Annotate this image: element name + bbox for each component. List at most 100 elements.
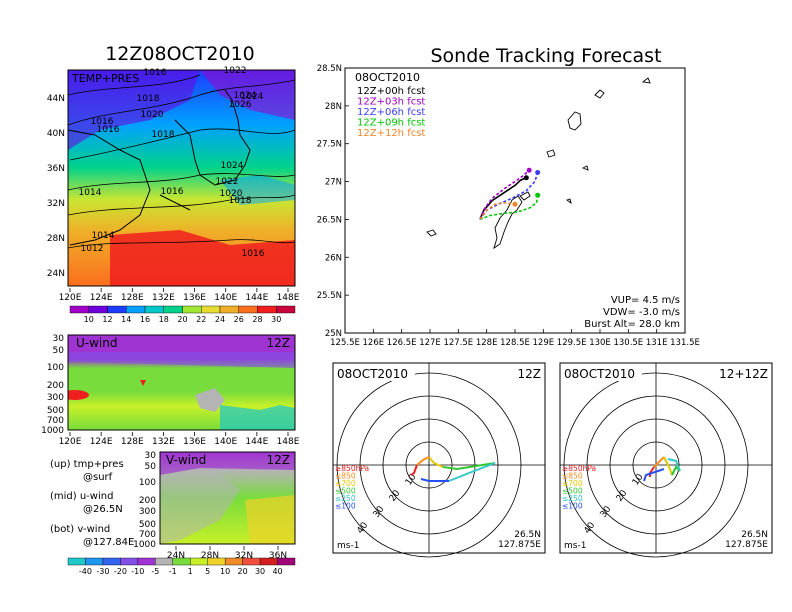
param-burst: Burst Alt= 28.0 km [584,319,680,330]
x-tick-label: 124E [90,293,113,303]
colorbar-label: 20 [238,567,248,576]
colorbar-label: 40 [272,567,282,576]
note-up-sub: @surf [83,472,113,483]
x-tick-label: 127.5E [443,338,473,348]
x-tick-label: 128E [476,338,498,348]
track-line [479,201,516,220]
y-tick-label: 300 [139,507,156,517]
pressure-legend-entry: ≤100 [335,502,356,511]
isobar-label: 1016 [242,249,265,259]
y-tick-label: 30 [53,334,65,344]
y-tick-label: 1000 [41,426,64,436]
colorbar-label: 5 [205,567,210,576]
hodograph-lat: 26.5N [514,530,541,540]
track-endpoint [526,167,532,173]
legend-entry: 12Z+03h fcst [357,97,425,108]
colorbar-label: 20 [177,315,187,324]
y-tick-label: 50 [53,346,65,356]
temperature-colorbar: 10 12 14 16 18 20 22 24 26 28 30 [69,305,296,324]
y-tick-label: 500 [139,520,156,530]
x-tick-label: 24N [167,551,185,561]
colorbar-swatch [85,557,104,566]
colorbar-swatch [259,557,278,566]
hodograph-ring [382,418,476,512]
uwind-x-ticks: 120E 124E 128E 132E 136E 140E 144E 148E [59,432,300,447]
wind-colorbar: -40 -30 -20 -10 -5 -1 1 5 10 20 30 40 [67,557,296,576]
isobar-label: 1018 [229,196,252,206]
hodograph-ring [586,395,726,535]
pressure-legend-entry: ≤850 [562,472,583,481]
y-tick-label: 300 [47,393,64,403]
surface-fill-details [68,70,295,286]
panel-notes: (up) tmp+pres @surf (mid) u-wind @26.5N … [50,459,134,548]
isobar-label: 1022 [224,66,247,76]
colorbar-label: 1 [188,567,193,576]
hodograph-trace [667,458,681,472]
pressure-legend-entry: ≤500 [562,487,583,496]
isobar-label: 1014 [92,231,115,241]
x-tick-label: 127E [419,338,441,348]
colorbar-label: -1 [169,567,177,576]
y-tick-label: 700 [139,530,156,540]
track-endpoint [535,192,541,198]
track-endpoint [523,175,529,181]
hodograph-lon: 127.875E [498,540,541,550]
x-tick-label: 128.5E [500,338,530,348]
x-tick-label: 36N [269,551,287,561]
x-tick-label: 129.5E [557,338,587,348]
pressure-legend-entry: ≤500 [335,487,356,496]
x-tick-label: 126E [363,338,385,348]
x-tick-label: 32N [235,551,253,561]
y-tick-label: 26N [325,253,342,263]
param-vup: VUP= 4.5 m/s [611,295,680,306]
y-tick-label: 27N [325,178,342,188]
colorbar-swatch [126,305,146,314]
y-tick-label: 40N [47,129,65,139]
y-tick-label: 1000 [133,540,156,550]
x-tick-label: 132E [152,293,175,303]
x-tick-label: 136E [183,437,206,447]
colorbar-label: 30 [255,567,265,576]
y-tick-label: 200 [139,496,156,506]
isobar-label: 1014 [79,188,102,198]
tracking-frame [344,67,686,334]
isobar-label: 1024 [221,161,244,171]
pressure-legend-entry: ≤850 [335,472,356,481]
pressure-legend-entry: ≤250 [562,494,583,503]
colorbar-label: 10 [84,315,94,324]
isobar-labels: 1016 1022 1018 1026 1024 1020 1018 1016 … [79,66,265,259]
y-tick-label: 25N [325,329,342,339]
surface-panel: 12Z08OCT2010 TEMP+PRES 1016 1022 1018 10… [47,43,300,324]
x-tick-label: 144E [245,437,268,447]
vwind-fill-details [160,452,295,544]
track-endpoint [535,169,541,175]
hodograph-lat: 26.5N [741,530,768,540]
isobar-label: 1024 [241,92,264,102]
track-line [479,169,530,220]
y-tick-label: 30 [145,451,157,461]
colorbar-label: 14 [121,315,131,324]
colorbar-label: 30 [271,315,281,324]
colorbar-swatch [67,557,86,566]
colorbar-swatch [172,557,191,566]
param-vdw: VDW= -3.0 m/s [603,307,680,318]
tracking-islands [426,77,651,250]
tracking-panel: Sonde Tracking Forecast 125.5E 126E 126.5E… [317,45,700,348]
y-tick-label: 100 [47,363,64,373]
x-tick-label: 120E [59,437,82,447]
hodograph-units: ms-1 [564,541,586,551]
track-lines [479,167,541,221]
y-tick-label: 44N [47,94,65,104]
colorbar-swatch [190,557,208,566]
vwind-frame [159,451,296,545]
hodograph-time: 12Z [518,367,542,381]
surface-inner-label: TEMP+PRES [71,72,139,85]
colorbar-label: -30 [96,567,109,576]
colorbar-swatch [277,557,296,566]
colorbar-swatch [102,557,121,566]
uwind-inner-label: U-wind [76,336,117,350]
x-tick-label: 130E [589,338,611,348]
colorbar-swatch [163,305,183,314]
